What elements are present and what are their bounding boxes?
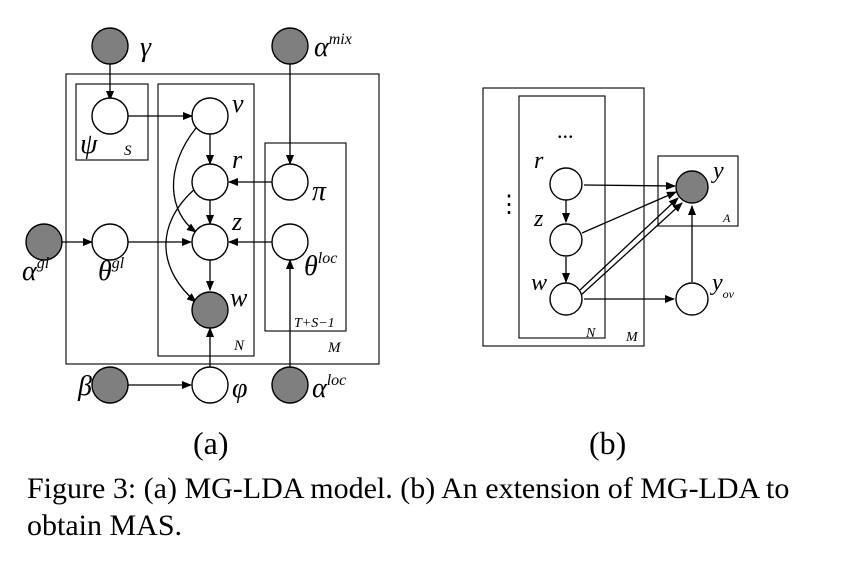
label-y: y xyxy=(711,158,724,184)
node-psi xyxy=(91,97,129,135)
label-alpha-gl: αgl xyxy=(22,255,50,287)
plate-t xyxy=(264,142,347,332)
panel-label-a: (a) xyxy=(193,425,229,461)
plate-n-b xyxy=(518,95,606,339)
node-beta xyxy=(91,366,129,404)
node-theta-gl xyxy=(91,223,129,261)
node-z xyxy=(191,223,229,261)
edge-w-y-2 xyxy=(579,202,683,297)
edge-r-w xyxy=(165,187,197,303)
figure-canvas: γ αmix ψ S v r π αgl θgl z θloc T+S−1 w … xyxy=(22,27,739,461)
node-r-b xyxy=(549,167,583,201)
label-w: w xyxy=(230,283,248,312)
edge-w-y xyxy=(579,197,679,291)
label-phi: φ xyxy=(232,373,248,404)
label-alpha-loc: αloc xyxy=(312,372,346,404)
node-pi xyxy=(271,163,309,201)
plate-a xyxy=(657,155,739,227)
figure-caption: Figure 3: (a) MG-LDA model. (b) An exten… xyxy=(27,472,790,542)
plate-label-m-a: M xyxy=(327,340,342,356)
edge-v-z xyxy=(172,127,197,233)
node-r xyxy=(191,163,229,201)
label-gamma: γ xyxy=(140,32,152,63)
node-alpha-mix xyxy=(271,27,309,65)
label-pi: π xyxy=(312,176,327,207)
plate-label-n-a: N xyxy=(233,338,245,354)
node-z-b xyxy=(549,223,583,257)
node-theta-loc xyxy=(271,223,309,261)
node-y xyxy=(675,170,709,204)
node-phi xyxy=(191,366,229,404)
label-z: z xyxy=(231,207,242,236)
label-theta-gl: θgl xyxy=(98,255,125,287)
node-gamma xyxy=(91,27,129,65)
dots-left: ⋮ xyxy=(497,192,521,218)
node-w-b xyxy=(549,282,583,316)
node-w xyxy=(191,291,229,329)
edge-r-y xyxy=(583,181,676,190)
label-beta: β xyxy=(77,371,92,402)
plate-m-a xyxy=(65,73,380,365)
label-z-b: z xyxy=(533,206,544,232)
plate-label-m-b: M xyxy=(625,330,639,345)
plate-label-t: T+S−1 xyxy=(294,316,335,331)
plate-label-n-b: N xyxy=(585,326,596,341)
label-v: v xyxy=(232,89,244,118)
label-y-ov: yov xyxy=(710,270,735,301)
plate-m-b xyxy=(482,87,645,347)
panel-a: γ αmix ψ S v r π αgl θgl z θloc T+S−1 w … xyxy=(22,27,380,461)
label-theta-loc: θloc xyxy=(304,250,337,282)
node-y-ov xyxy=(675,282,709,316)
plate-label-s: S xyxy=(124,143,132,159)
node-alpha-loc xyxy=(271,366,309,404)
label-alpha-mix: αmix xyxy=(314,31,352,63)
label-r: r xyxy=(232,145,243,174)
edge-z-y xyxy=(581,191,677,234)
panel-label-b: (b) xyxy=(589,425,626,461)
label-w-b: w xyxy=(531,270,547,296)
label-r-b: r xyxy=(534,148,544,174)
node-v xyxy=(191,97,229,135)
node-alpha-gl xyxy=(25,223,63,261)
dots-top: ... xyxy=(557,118,574,143)
plate-n-a xyxy=(157,83,255,357)
label-psi: ψ xyxy=(80,129,98,160)
plate-s xyxy=(75,83,149,161)
panel-b: ... ⋮ r z w N M y A yov (b) xyxy=(482,87,739,461)
plate-label-a: A xyxy=(722,211,731,225)
